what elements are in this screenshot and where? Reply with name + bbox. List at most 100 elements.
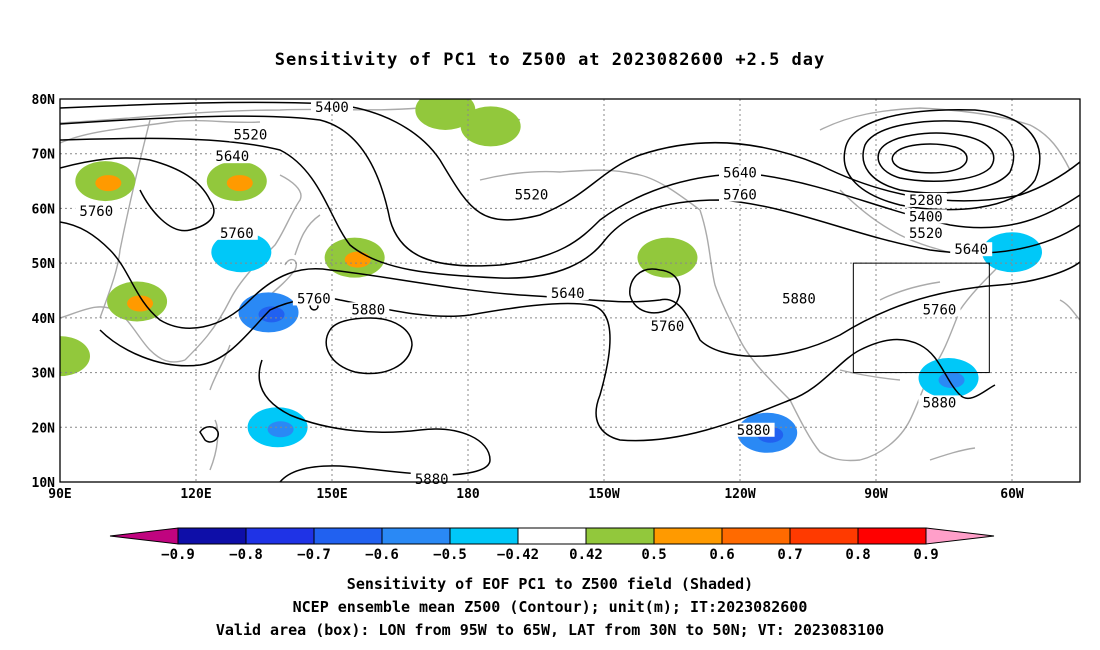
contour-value-label: 5880 <box>923 395 957 411</box>
lon-tick-label: 90W <box>864 487 888 502</box>
colorbar-box <box>517 527 587 545</box>
contour-value-label: 5760 <box>723 187 757 203</box>
footer-line-1: Sensitivity of EOF PC1 to Z500 field (Sh… <box>346 575 754 593</box>
sensitivity-patch-core <box>344 251 371 268</box>
chart-title: Sensitivity of PC1 to Z500 at 2023082600… <box>274 50 826 70</box>
lon-tick-label: 150E <box>316 487 347 502</box>
contour-value-label: 5760 <box>220 226 254 242</box>
lon-tick-label: 120W <box>724 487 755 502</box>
sensitivity-patch-core <box>258 306 285 323</box>
contour-label-bg <box>646 318 689 333</box>
contour-label-bg <box>719 165 761 180</box>
contour-value-label: 5400 <box>315 100 349 116</box>
contour-value-label: 5640 <box>551 286 585 302</box>
colorbar-tick-label: 0.9 <box>913 547 938 563</box>
lon-tick-label: 60W <box>1000 487 1024 502</box>
contour-value-label: 5880 <box>415 472 449 488</box>
sensitivity-patch-core <box>938 372 965 389</box>
contour-label-bg <box>292 291 335 306</box>
contour-value-label: 5880 <box>782 291 816 307</box>
colorbar-tick-label: 0.42 <box>569 547 603 563</box>
colorbar-box <box>653 527 723 545</box>
footer-line-3: Valid area (box): LON from 95W to 65W, L… <box>215 621 885 639</box>
contour-label-bg <box>510 187 553 202</box>
colorbar-tick-label: −0.8 <box>229 547 263 563</box>
lon-tick-label: 120E <box>180 487 211 502</box>
contour-label-bg <box>918 395 961 410</box>
colorbar-tick-label: −0.5 <box>433 547 467 563</box>
lat-tick-label: 80N <box>32 93 56 108</box>
lon-tick-label: 180 <box>456 487 480 502</box>
plot-frame <box>59 98 1081 483</box>
colorbar-tick-label: −0.9 <box>161 547 195 563</box>
contour-value-label: 5400 <box>909 209 943 225</box>
contour-label-bg <box>215 225 258 240</box>
contour-value-label: 5640 <box>723 166 757 182</box>
colorbar-box <box>789 527 859 545</box>
sensitivity-patch-core <box>60 350 76 367</box>
valid-area-box <box>852 262 990 374</box>
contour-label-bg <box>904 192 947 207</box>
contour-value-label: 5640 <box>954 242 988 258</box>
sensitivity-patch-core <box>226 175 253 192</box>
colorbar-tick-label: 0.8 <box>845 547 870 563</box>
colorbar-upper-triangle <box>925 527 995 545</box>
colorbar-tick-label: −0.7 <box>297 547 331 563</box>
colorbar-tick-label: −0.6 <box>365 547 399 563</box>
sensitivity-patch-core <box>231 246 258 263</box>
sensitivity-patch-core <box>435 103 462 120</box>
contour-value-label: 5880 <box>351 302 385 318</box>
colorbar-tick-label: 0.5 <box>641 547 666 563</box>
colorbar-tick-label: −0.42 <box>497 547 539 563</box>
contour-value-label: 5760 <box>79 204 113 220</box>
lat-tick-label: 30N <box>32 367 56 382</box>
colorbar-box <box>857 527 927 545</box>
contour-label-bg <box>546 285 589 300</box>
sensitivity-patch-core <box>480 120 507 137</box>
colorbar-tick-label: 0.6 <box>709 547 734 563</box>
colorbar <box>109 527 995 545</box>
contour-label-bg <box>229 127 272 142</box>
contour-value-label: 5880 <box>737 423 771 439</box>
lat-tick-label: 20N <box>32 421 56 436</box>
lat-tick-label: 10N <box>32 476 56 491</box>
sensitivity-patch-core <box>95 175 122 192</box>
sensitivity-patch-core <box>657 251 684 268</box>
contour-label-bg <box>904 209 947 224</box>
sensitivity-patch-core <box>267 421 294 438</box>
colorbar-box <box>381 527 451 545</box>
contour-value-label: 5760 <box>297 291 331 307</box>
contour-value-label: 5760 <box>923 302 957 318</box>
contour-value-label: 5760 <box>651 319 685 335</box>
colorbar-box <box>585 527 655 545</box>
lat-tick-label: 70N <box>32 148 56 163</box>
contour-label-bg <box>75 203 118 218</box>
contour-value-label: 5520 <box>515 187 549 203</box>
contour-label-bg <box>347 302 390 317</box>
colorbar-box <box>245 527 315 545</box>
lat-tick-label: 60N <box>32 202 56 217</box>
colorbar-box <box>177 527 247 545</box>
colorbar-box <box>721 527 791 545</box>
contour-label-bg <box>719 187 761 202</box>
contour-label-bg <box>777 291 820 306</box>
contour-value-label: 5640 <box>215 149 249 165</box>
footer-line-2: NCEP ensemble mean Z500 (Contour); unit(… <box>292 598 808 616</box>
contour-label-bg <box>950 242 993 257</box>
lat-tick-label: 50N <box>32 257 56 272</box>
colorbar-tick-label: 0.7 <box>777 547 802 563</box>
contour-value-label: 5520 <box>909 226 943 242</box>
contour-label-bg <box>732 422 775 437</box>
colorbar-box <box>449 527 519 545</box>
contour-label-bg <box>311 99 353 114</box>
contour-label-bg <box>918 302 961 317</box>
contour-label-bg <box>904 225 947 240</box>
colorbar-box <box>313 527 383 545</box>
contour-value-label: 5280 <box>909 193 943 209</box>
lon-tick-label: 90E <box>48 487 71 502</box>
grid-lines <box>60 99 1080 482</box>
colorbar-lower-triangle <box>109 527 179 545</box>
lon-tick-label: 150W <box>588 487 619 502</box>
contour-value-label: 5520 <box>234 127 268 143</box>
lat-tick-label: 40N <box>32 312 56 327</box>
